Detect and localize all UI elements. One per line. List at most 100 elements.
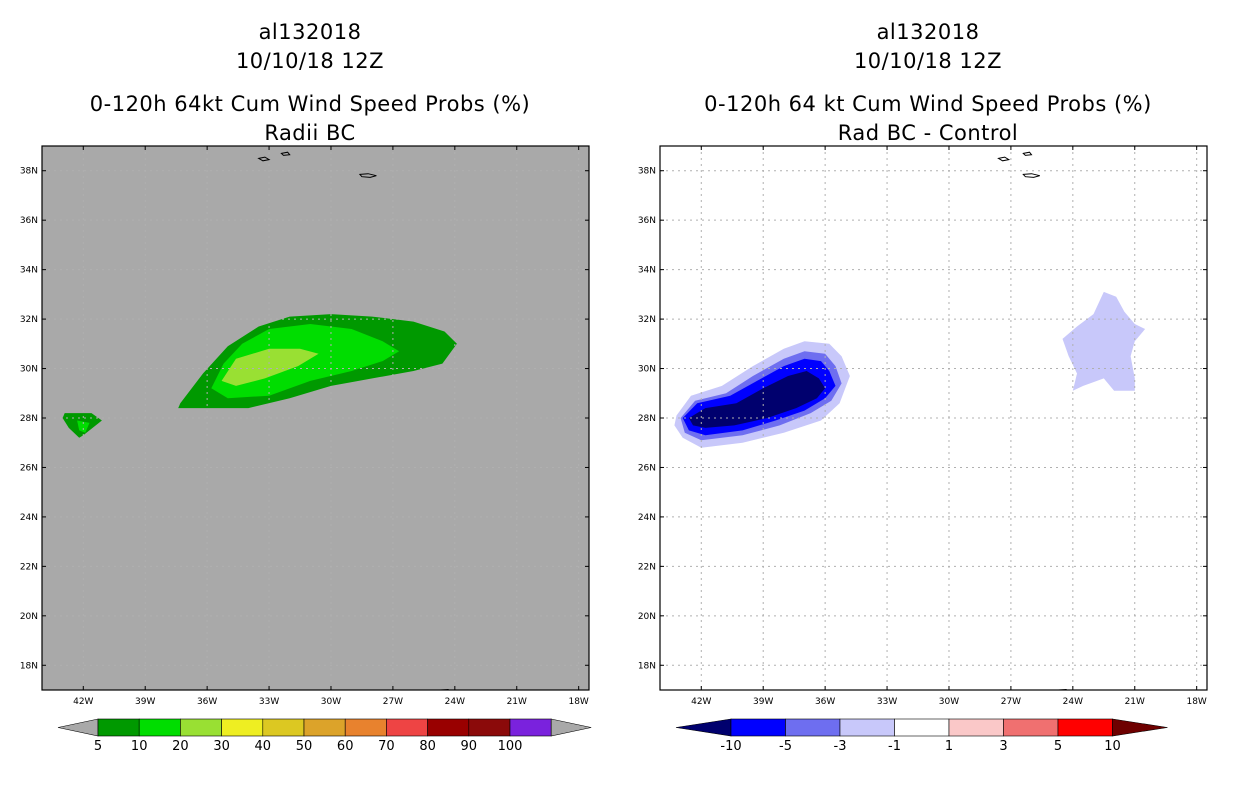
colorbar-label: 1	[945, 739, 953, 754]
x-tick-label: 39W	[135, 697, 155, 707]
colorbar-segment	[894, 718, 950, 737]
colorbar-label: 60	[337, 739, 354, 754]
colorbar-segment	[262, 718, 305, 737]
y-tick-label: 38N	[20, 167, 38, 177]
colorbar-label: 10	[1104, 739, 1121, 754]
y-tick-label: 22N	[638, 562, 656, 572]
y-tick-label: 24N	[20, 513, 38, 523]
y-tick-label: 20N	[20, 612, 38, 622]
colorbar-segment	[180, 718, 222, 737]
map-plot-area	[660, 146, 1219, 690]
colorbar-segment	[1003, 718, 1059, 737]
y-tick-label: 36N	[638, 216, 656, 226]
x-tick-label: 24W	[445, 697, 465, 707]
colorbar-label: 100	[498, 739, 523, 754]
island-outline	[1022, 151, 1033, 156]
y-tick-label: 36N	[20, 216, 38, 226]
y-tick-label: 32N	[638, 315, 656, 325]
colorbar-segment	[948, 718, 1004, 737]
island-outline	[1213, 398, 1219, 405]
x-tick-label: 36W	[815, 697, 835, 707]
right-map-panel: 42W 39W 36W 33W 30W 27W 24W 21W 18W 18N 20N 22N 24N 2…	[638, 145, 1219, 707]
x-tick-label: 27W	[1001, 697, 1021, 707]
x-tick-label: 30W	[939, 697, 959, 707]
x-tick-label: 27W	[383, 697, 403, 707]
left-map-panel: 42W 39W 36W 33W 30W 27W 24W 21W 18W 18N 20N 22N 24N 2…	[20, 145, 601, 707]
x-tick-label: 42W	[691, 697, 711, 707]
x-tick-label: 42W	[73, 697, 93, 707]
colorbar-label: 5	[1054, 739, 1062, 754]
y-tick-label: 30N	[638, 365, 656, 375]
colorbar-high-arrow	[1112, 718, 1168, 737]
colorbar-label: 10	[131, 739, 148, 754]
left-title-product: 0-120h 64kt Cum Wind Speed Probs (%)	[89, 92, 531, 116]
colorbar-label: 30	[213, 739, 230, 754]
island-outline	[997, 156, 1011, 162]
island-outline	[280, 151, 291, 156]
x-tick-label: 21W	[1125, 697, 1145, 707]
colorbar-label: 5	[94, 739, 102, 754]
colorbar-label: 3	[999, 739, 1007, 754]
x-tick-label: 36W	[197, 697, 217, 707]
colorbar-label: 40	[255, 739, 272, 754]
left-title-storm: al132018	[258, 20, 362, 44]
map-plot-area	[42, 146, 601, 690]
right-colorbar: -10 -5 -3 -1 1 3 5 10	[675, 718, 1168, 754]
y-tick-label: 34N	[20, 266, 38, 276]
island-outline	[593, 423, 596, 427]
colorbar-label: 20	[172, 739, 189, 754]
y-tick-label: 26N	[638, 463, 656, 473]
colorbar-segment	[97, 718, 140, 737]
colorbar-label: -1	[888, 739, 901, 754]
island-outline	[595, 398, 601, 405]
colorbar-segment	[785, 718, 841, 737]
colorbar-label: 70	[378, 739, 395, 754]
colorbar-high-arrow	[550, 718, 592, 737]
y-tick-label: 24N	[638, 513, 656, 523]
island-outline	[1211, 423, 1214, 427]
colorbar-label: -3	[834, 739, 847, 754]
y-tick-label: 26N	[20, 463, 38, 473]
x-tick-label: 24W	[1063, 697, 1083, 707]
colorbar-segment	[138, 718, 181, 737]
y-tick-label: 38N	[638, 167, 656, 177]
y-tick-label: 28N	[638, 414, 656, 424]
contour-region-<-10	[688, 371, 826, 428]
colorbar-segment	[730, 718, 786, 737]
y-tick-label: 18N	[20, 661, 38, 671]
contour-region-10-20	[77, 420, 90, 433]
colorbar-segment	[303, 718, 346, 737]
colorbar-segment	[839, 718, 895, 737]
y-tick-label: 28N	[20, 414, 38, 424]
y-tick-label: 32N	[20, 315, 38, 325]
y-tick-label: 20N	[638, 612, 656, 622]
colorbar-label: -10	[720, 739, 741, 754]
right-title-product: 0-120h 64 kt Cum Wind Speed Probs (%)	[704, 92, 1152, 116]
right-title-subtitle: Rad BC - Control	[837, 121, 1019, 145]
y-tick-label: 18N	[638, 661, 656, 671]
y-tick-label: 34N	[638, 266, 656, 276]
x-tick-label: 33W	[877, 697, 897, 707]
island-outline	[358, 173, 377, 178]
right-title-datetime: 10/10/18 12Z	[853, 49, 1003, 73]
x-tick-label: 39W	[753, 697, 773, 707]
left-title-subtitle: Radii BC	[264, 121, 356, 145]
right-title-block: al132018 10/10/18 12Z 0-120h 64 kt Cum W…	[648, 18, 1208, 148]
colorbar-label: -5	[779, 739, 792, 754]
colorbar-label: 90	[461, 739, 478, 754]
colorbar-segment	[509, 718, 552, 737]
contour-region--3to-1	[1062, 291, 1146, 391]
x-tick-label: 33W	[259, 697, 279, 707]
island-outline	[1022, 173, 1040, 178]
y-tick-label: 30N	[20, 365, 38, 375]
colorbar-segment	[386, 718, 428, 737]
left-title-block: al132018 10/10/18 12Z 0-120h 64kt Cum Wi…	[30, 18, 590, 148]
x-tick-label: 18W	[568, 697, 588, 707]
colorbar-low-arrow	[675, 718, 732, 737]
island-outline	[257, 156, 271, 162]
colorbar-segment	[427, 718, 470, 737]
x-tick-label: 21W	[507, 697, 527, 707]
right-title-storm: al132018	[876, 20, 980, 44]
x-tick-label: 30W	[321, 697, 341, 707]
